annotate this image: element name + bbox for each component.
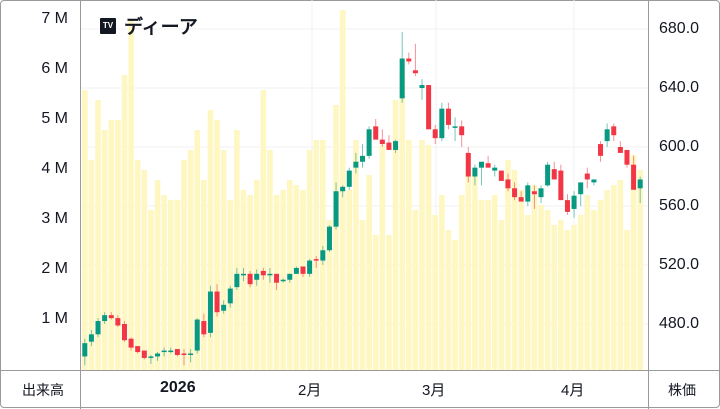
volume-axis[interactable] — [0, 0, 81, 370]
symbol-title: ディーア — [124, 17, 198, 38]
volume-tick: 7 M — [41, 10, 68, 27]
volume-tick: 1 M — [41, 310, 68, 327]
time-label-mar: 3月 — [422, 382, 446, 399]
time-axis[interactable]: 出来高 株価 2026 2月 3月 4月 — [0, 370, 720, 409]
volume-tick: 5 M — [41, 110, 68, 127]
price-tick: 520.0 — [659, 256, 700, 273]
price-tick: 480.0 — [659, 315, 700, 332]
chart-plot-area[interactable] — [81, 0, 648, 370]
price-axis-label: 株価 — [668, 382, 696, 398]
price-tick: 680.0 — [659, 20, 700, 37]
time-label-apr: 4月 — [561, 382, 585, 399]
volume-tick: 3 M — [41, 210, 68, 227]
time-label-2026: 2026 — [160, 379, 196, 396]
axis-divider — [648, 371, 649, 409]
volume-tick: 4 M — [41, 160, 68, 177]
chart-legend: TV ディーア — [100, 12, 198, 39]
time-label-feb: 2月 — [298, 382, 322, 399]
volume-tick: 6 M — [41, 60, 68, 77]
volume-tick: 2 M — [41, 260, 68, 277]
price-axis[interactable] — [648, 0, 720, 370]
tradingview-logo-icon: TV — [100, 17, 116, 34]
price-tick: 600.0 — [659, 138, 700, 155]
price-tick: 640.0 — [659, 79, 700, 96]
price-tick: 560.0 — [659, 197, 700, 214]
axis-divider — [80, 371, 81, 409]
volume-axis-label: 出来高 — [22, 382, 64, 398]
candlestick-chart — [81, 0, 648, 370]
